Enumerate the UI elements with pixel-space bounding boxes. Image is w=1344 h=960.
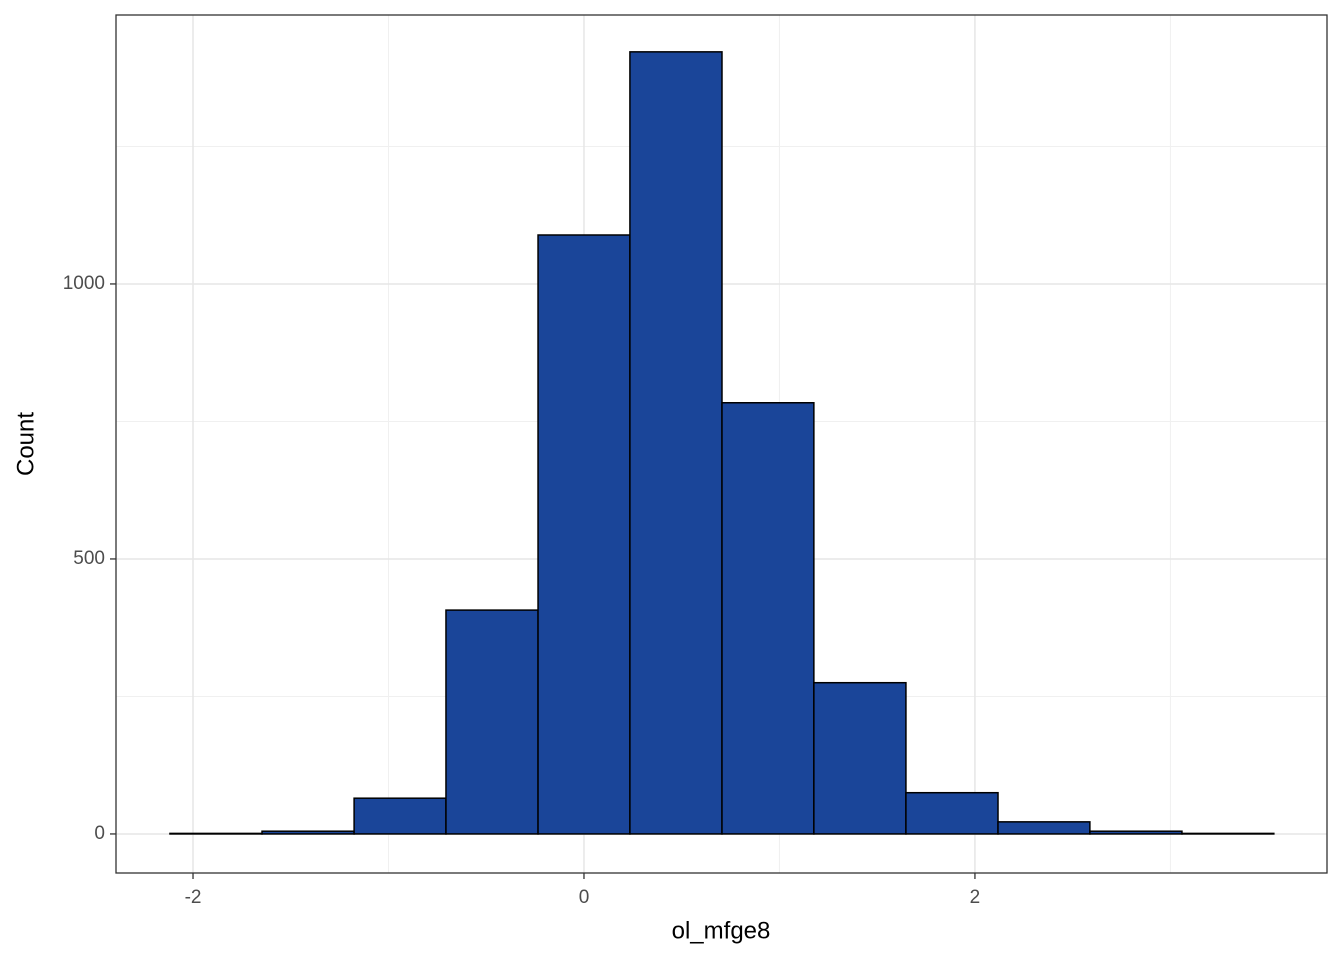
bars [169,51,1275,835]
x-tick-label: 0 [579,887,590,908]
bar [445,609,539,835]
bar [813,681,907,835]
x-axis-title: ol_mfge8 [672,917,771,944]
y-axis-title: Count [12,412,39,476]
bar [905,791,999,835]
bar [1181,832,1275,835]
bar [629,51,723,835]
y-tick-label: 0 [94,823,105,844]
bar [997,821,1091,835]
bar [353,797,447,835]
x-tick-label: 2 [970,887,981,908]
bar [261,830,355,835]
panel-border [115,14,1328,874]
x-tick-label: -2 [185,887,202,908]
y-tick-label: 1000 [63,273,105,294]
bar [1089,830,1183,835]
bar [537,234,631,835]
bar [169,832,263,835]
bar [721,402,815,835]
y-tick-label: 500 [73,548,105,569]
